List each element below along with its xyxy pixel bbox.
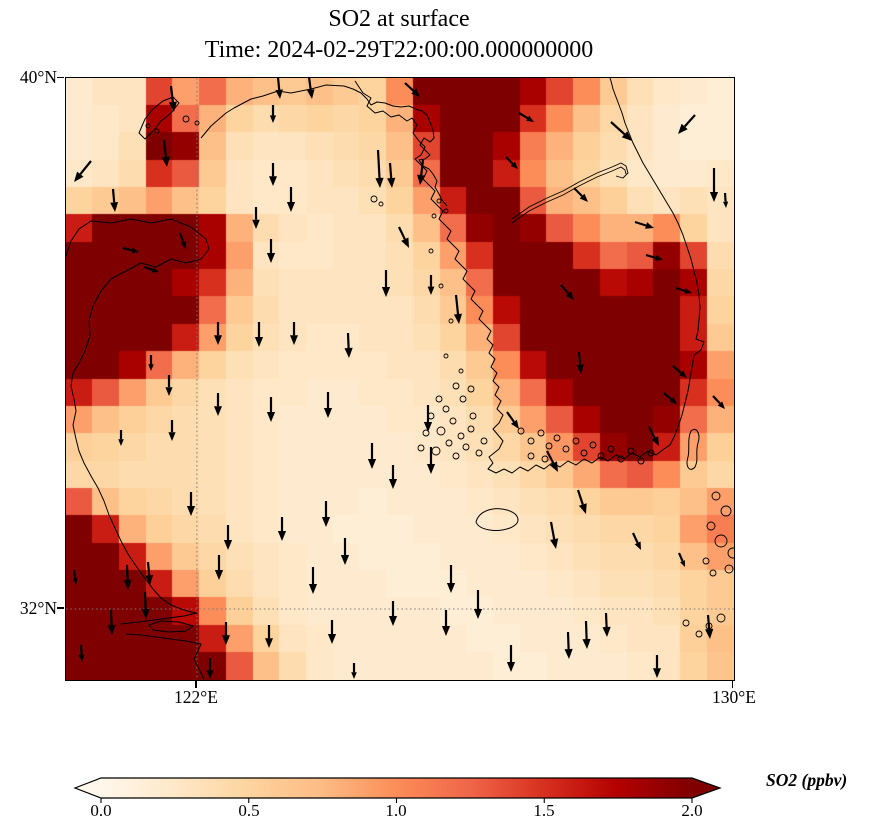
wind-quiver-arrows	[72, 78, 729, 679]
graticule-gridlines	[66, 78, 734, 680]
colorbar	[73, 777, 722, 803]
map-axes	[65, 77, 735, 681]
lon-tick-mark-122e	[195, 680, 197, 688]
plot-title: SO2 at surface Time: 2024-02-29T22:00:00…	[65, 4, 733, 66]
lon-tick-mark-130e	[732, 680, 734, 688]
lat-tick-mark-32n	[57, 607, 64, 609]
lon-tick-label-122e: 122°E	[174, 687, 218, 707]
country-border-dmz-line	[511, 162, 629, 224]
coastlines	[66, 78, 734, 680]
colorbar-tick-label: 0.5	[238, 801, 260, 820]
lat-tick-mark-40n	[57, 76, 64, 79]
plot-title-line1: SO2 at surface	[328, 6, 470, 32]
lat-tick-label-32n: 32°N	[19, 598, 57, 618]
lon-tick-label-130e: 130°E	[712, 687, 756, 707]
map-overlay-svg	[66, 78, 734, 680]
colorbar-axis-label: SO2 (ppbv)	[766, 770, 848, 790]
plot-title-line2: Time: 2024-02-29T22:00:00.000000000	[204, 37, 594, 63]
colorbar-gradient-bar	[73, 777, 722, 799]
lat-tick-label-40n: 40°N	[19, 67, 57, 87]
colorbar-tick-label: 0.0	[90, 801, 112, 820]
colorbar-tick-label: 2.0	[681, 801, 703, 820]
colorbar-tick-label: 1.0	[385, 801, 407, 820]
colorbar-tick-label: 1.5	[533, 801, 555, 820]
